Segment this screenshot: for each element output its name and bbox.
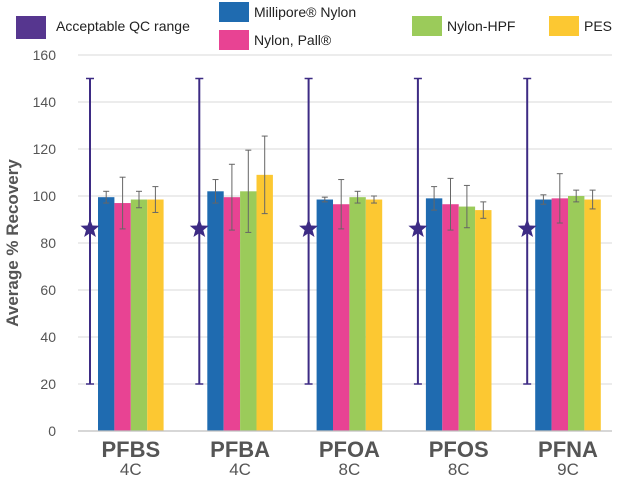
x-category-label: PFOS bbox=[429, 437, 489, 462]
axes: 020406080100120140160PFBS4CPFBA4CPFOA8CP… bbox=[33, 47, 612, 479]
x-category-label: PFBS bbox=[101, 437, 160, 462]
x-category-label: PFNA bbox=[538, 437, 598, 462]
qc-star-marker bbox=[408, 218, 428, 237]
bar bbox=[568, 196, 585, 431]
bar bbox=[98, 197, 115, 431]
x-category-sublabel: 8C bbox=[448, 460, 470, 479]
y-tick-label: 40 bbox=[40, 329, 56, 345]
x-category-label: PFOA bbox=[319, 437, 380, 462]
y-tick-label: 140 bbox=[33, 94, 57, 110]
bar bbox=[207, 191, 224, 431]
bars bbox=[98, 174, 601, 431]
x-category-sublabel: 8C bbox=[339, 460, 361, 479]
bar bbox=[458, 206, 476, 431]
y-tick-label: 20 bbox=[40, 376, 56, 392]
legend: Acceptable QC range Millipore® Nylon Nylon… bbox=[16, 2, 612, 50]
bar bbox=[114, 203, 131, 431]
qc-star-marker bbox=[189, 218, 209, 237]
bar bbox=[223, 197, 241, 431]
qc-star-marker bbox=[517, 218, 537, 237]
x-category-sublabel: 4C bbox=[229, 460, 251, 479]
qc-ranges bbox=[80, 77, 537, 385]
bar bbox=[442, 204, 459, 431]
legend-swatch bbox=[16, 16, 46, 39]
bar bbox=[584, 199, 601, 431]
x-category-label: PFBA bbox=[210, 437, 270, 462]
legend-swatch bbox=[219, 2, 249, 22]
y-tick-label: 0 bbox=[48, 423, 56, 439]
legend-label: Acceptable QC range bbox=[56, 18, 190, 34]
bar bbox=[256, 174, 273, 431]
legend-label: Millipore® Nylon bbox=[254, 4, 356, 20]
bar bbox=[551, 198, 568, 431]
y-tick-label: 60 bbox=[40, 282, 56, 298]
qc-star-marker bbox=[80, 218, 100, 237]
legend-swatch bbox=[219, 30, 249, 50]
bar bbox=[147, 199, 164, 431]
bar bbox=[130, 199, 148, 431]
legend-label: Nylon, Pall® bbox=[254, 32, 332, 48]
bar bbox=[333, 204, 350, 431]
bar bbox=[349, 197, 366, 431]
error-bars bbox=[103, 135, 596, 233]
y-tick-label: 120 bbox=[33, 141, 57, 157]
legend-swatch bbox=[412, 16, 442, 36]
legend-label: Nylon-HPF bbox=[447, 18, 515, 34]
bar bbox=[240, 191, 257, 431]
x-category-sublabel: 4C bbox=[120, 460, 142, 479]
legend-label: PES bbox=[584, 18, 612, 34]
y-tick-label: 80 bbox=[40, 235, 56, 251]
x-category-sublabel: 9C bbox=[557, 460, 579, 479]
qc-star-marker bbox=[299, 218, 319, 237]
bar bbox=[535, 199, 552, 431]
y-tick-label: 160 bbox=[33, 47, 57, 63]
legend-swatch bbox=[549, 16, 579, 36]
y-axis-title: Average % Recovery bbox=[3, 159, 22, 327]
bar bbox=[475, 210, 492, 431]
bar bbox=[365, 199, 383, 431]
bar bbox=[316, 199, 333, 431]
y-tick-label: 100 bbox=[33, 188, 57, 204]
bar bbox=[425, 198, 443, 431]
